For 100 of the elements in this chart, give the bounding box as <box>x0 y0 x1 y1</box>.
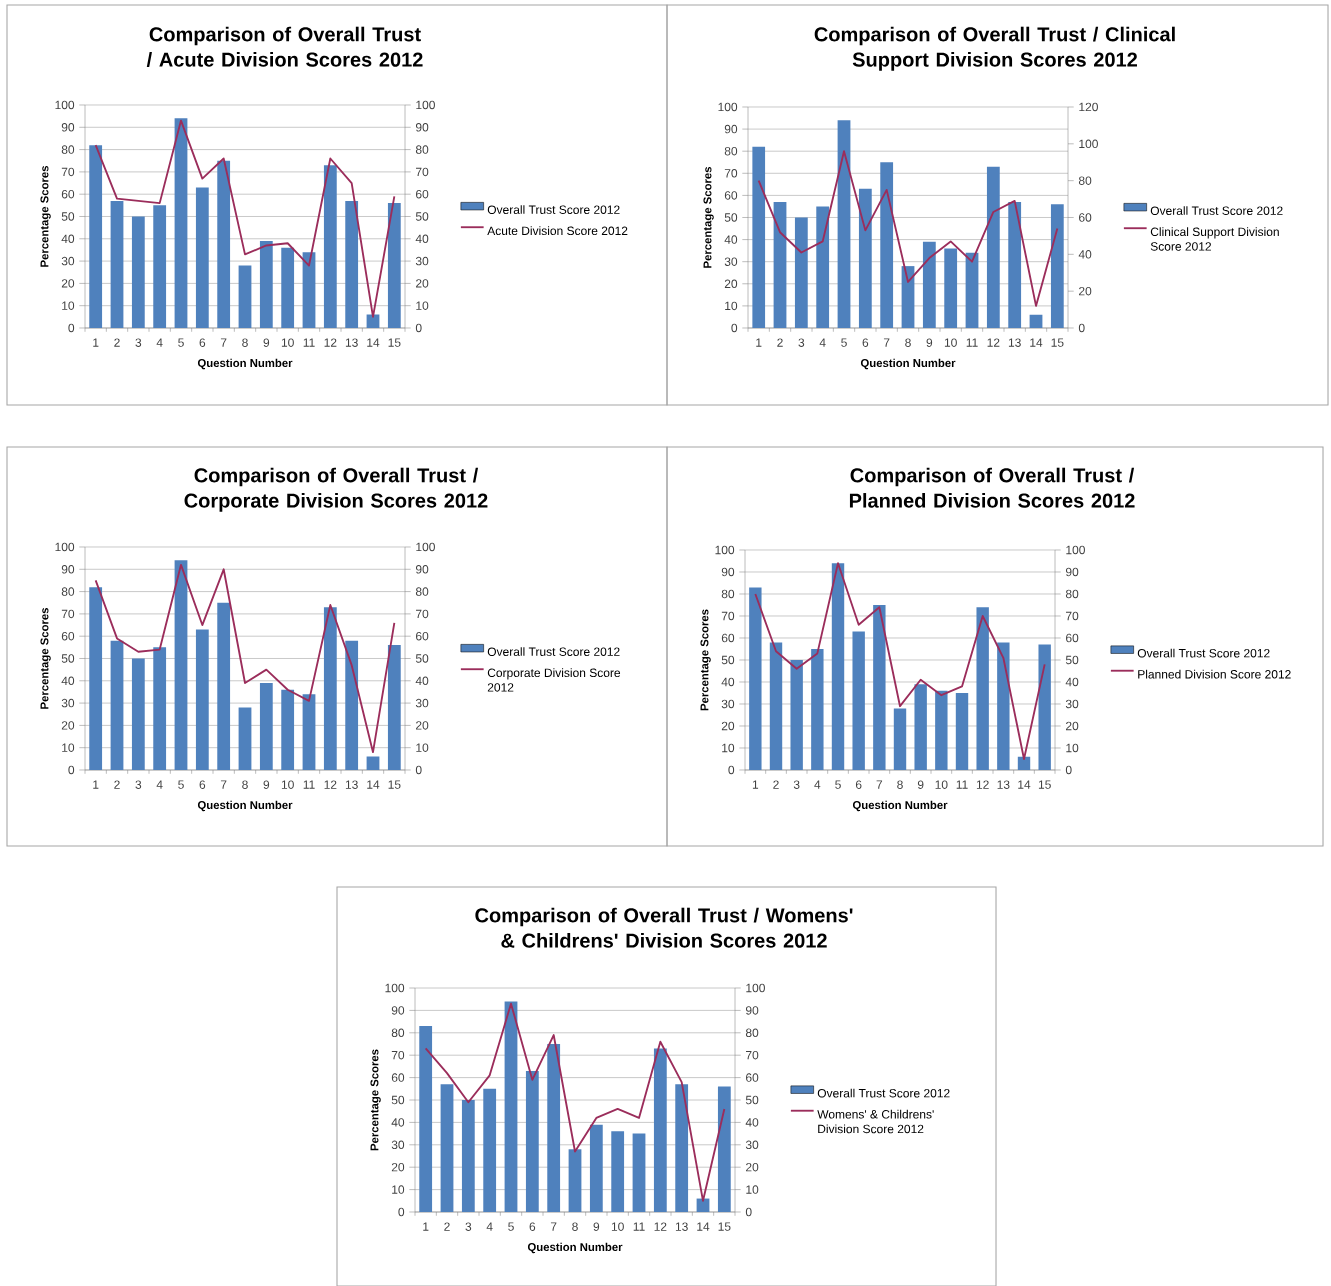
x-tick-label: 2 <box>777 338 783 347</box>
x-tick-label: 12 <box>987 338 1000 347</box>
bar <box>986 166 1000 328</box>
y-tick-label: 10 <box>62 743 75 752</box>
legend-label: Overall Trust Score 2012 <box>487 205 620 214</box>
bar <box>281 247 295 328</box>
y2-tick-label: 0 <box>415 323 422 333</box>
x-tick-label: 8 <box>242 780 248 789</box>
legend-label: Acute Division Score 2012 <box>487 226 628 236</box>
y2-tick-label: 0 <box>1065 765 1072 775</box>
y-tick-label: 60 <box>61 189 75 199</box>
x-tick-label: 5 <box>841 338 847 347</box>
bar <box>944 248 958 328</box>
x-axis-title: Question Number <box>852 800 948 812</box>
x-tick-label: 7 <box>220 338 227 347</box>
y2-tick-label: 10 <box>746 1185 759 1194</box>
x-tick-label: 1 <box>756 338 762 347</box>
bar <box>880 162 894 328</box>
y-tick-label: 100 <box>718 102 738 112</box>
y2-tick-label: 100 <box>416 100 435 110</box>
bar <box>345 200 359 328</box>
x-tick-label: 13 <box>675 1222 688 1231</box>
chart-title: Comparison of Overall Trust / Planned Division Scores 2012 <box>849 467 1135 508</box>
x-tick-label: 8 <box>572 1222 578 1231</box>
x-tick-label: 13 <box>997 780 1010 789</box>
bar <box>769 642 783 770</box>
y2-tick-label: 50 <box>1065 655 1079 665</box>
x-tick-label: 12 <box>654 1222 667 1231</box>
x-tick-label: 15 <box>718 1222 731 1231</box>
bar <box>345 640 359 770</box>
y-tick-label: 30 <box>61 698 75 708</box>
bar <box>816 206 830 328</box>
x-tick-label: 5 <box>178 780 184 789</box>
y2-tick-label: 10 <box>416 301 429 310</box>
bar <box>131 216 145 328</box>
y-tick-label: 50 <box>61 654 75 663</box>
y-tick-label: 30 <box>724 257 738 266</box>
y-tick-label: 80 <box>61 145 75 154</box>
y-tick-label: 70 <box>724 169 738 178</box>
bar <box>366 756 380 770</box>
line-series <box>94 563 396 754</box>
x-tick-label: 9 <box>263 780 270 789</box>
bar <box>153 205 167 328</box>
legend-label: Planned Division Score 2012 <box>1138 669 1291 679</box>
x-tick-label: 14 <box>697 1222 710 1231</box>
x-axis-title: Question Number <box>197 800 293 812</box>
bar <box>238 265 252 328</box>
x-tick-label: 3 <box>798 338 805 347</box>
x-tick-label: 13 <box>1008 338 1021 347</box>
bar <box>89 587 103 770</box>
y-tick-label: 80 <box>61 587 75 596</box>
x-tick-label: 5 <box>178 338 184 347</box>
legend-label: Overall Trust Score 2012 <box>817 1088 950 1098</box>
y2-tick-label: 70 <box>1066 611 1079 621</box>
x-tick-label: 6 <box>199 780 206 789</box>
x-tick-label: 1 <box>93 338 99 347</box>
y2-tick-label: 30 <box>1065 699 1079 709</box>
bar <box>195 629 209 770</box>
x-tick-label: 4 <box>156 338 163 347</box>
x-tick-label: 1 <box>423 1222 429 1231</box>
y-axis-title: Percentage Scores <box>700 609 711 711</box>
x-tick-label: 14 <box>1018 780 1031 789</box>
x-tick-label: 4 <box>819 338 826 347</box>
bar <box>419 1026 433 1212</box>
x-axis-title: Question Number <box>527 1242 623 1254</box>
y2-tick-label: 20 <box>416 721 429 730</box>
legend-label: Corporate Division Score 2012 <box>487 668 621 692</box>
y-tick-label: 90 <box>391 1006 405 1015</box>
y-tick-label: 40 <box>391 1118 405 1127</box>
bar <box>997 642 1010 770</box>
y2-tick-label: 50 <box>415 654 429 663</box>
x-tick-label: 6 <box>862 338 869 347</box>
x-tick-label: 9 <box>926 338 933 347</box>
y2-tick-label: 30 <box>745 1140 759 1150</box>
x-tick-label: 4 <box>814 780 821 789</box>
y2-tick-label: 70 <box>416 167 429 177</box>
y2-tick-label: 120 <box>1079 102 1098 112</box>
bar <box>238 707 252 770</box>
y2-tick-label: 20 <box>416 279 429 288</box>
y2-tick-label: 30 <box>415 256 429 266</box>
legend-label: Clinical Support Division Score 2012 <box>1150 227 1279 251</box>
line-series <box>754 562 1046 760</box>
bar <box>174 560 188 770</box>
chart-title: Comparison of Overall Trust / Clinical Support Division Scores 2012 <box>814 26 1175 71</box>
chart-title: Comparison of Overall Trust / Womens' & Childrens' Division Scores 2012 <box>475 907 853 948</box>
x-tick-label: 8 <box>905 338 911 347</box>
bar <box>504 1001 518 1212</box>
x-tick-label: 10 <box>281 338 294 347</box>
y-tick-label: 0 <box>728 765 735 775</box>
bar <box>1008 202 1022 328</box>
bar <box>547 1044 561 1212</box>
x-tick-label: 7 <box>550 1222 557 1231</box>
x-tick-label: 8 <box>897 780 903 789</box>
y-tick-label: 40 <box>61 234 75 244</box>
bar <box>387 645 401 770</box>
y2-tick-label: 60 <box>1066 633 1079 643</box>
bar <box>131 658 145 770</box>
x-tick-label: 5 <box>835 780 841 789</box>
y-tick-label: 90 <box>61 123 75 132</box>
chart-title: Comparison of Overall Trust / Acute Division Scores 2012 <box>146 26 423 67</box>
